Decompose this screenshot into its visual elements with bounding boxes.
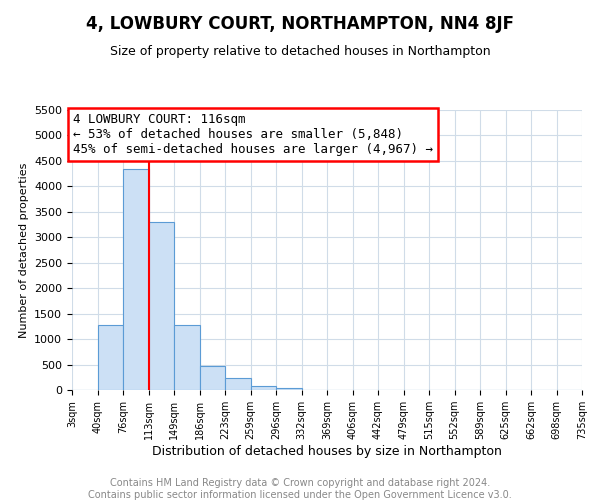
Bar (225, 378, 251, 390)
Text: 4, LOWBURY COURT, NORTHAMPTON, NN4 8JF: 4, LOWBURY COURT, NORTHAMPTON, NN4 8JF (86, 15, 514, 33)
Text: Size of property relative to detached houses in Northampton: Size of property relative to detached ho… (110, 45, 490, 58)
Text: Contains public sector information licensed under the Open Government Licence v3: Contains public sector information licen… (88, 490, 512, 500)
X-axis label: Distribution of detached houses by size in Northampton: Distribution of detached houses by size … (152, 445, 502, 458)
Y-axis label: Number of detached properties: Number of detached properties (19, 162, 29, 338)
Bar (174, 326, 199, 390)
Bar (276, 388, 302, 390)
Bar (97, 326, 123, 390)
Bar (251, 386, 276, 390)
Bar (199, 366, 225, 390)
Text: Contains HM Land Registry data © Crown copyright and database right 2024.: Contains HM Land Registry data © Crown c… (110, 478, 490, 488)
Bar (123, 168, 149, 390)
Text: 4 LOWBURY COURT: 116sqm
← 53% of detached houses are smaller (5,848)
45% of semi: 4 LOWBURY COURT: 116sqm ← 53% of detache… (73, 112, 433, 156)
Bar (149, 222, 174, 390)
